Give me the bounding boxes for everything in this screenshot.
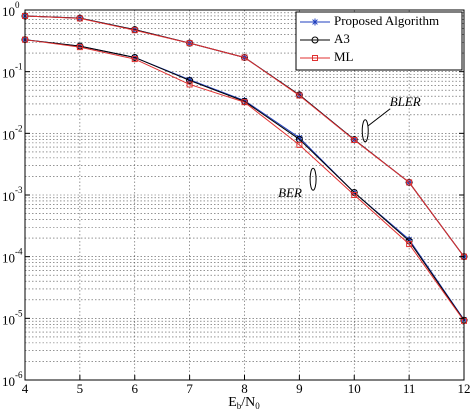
y-tick-label: 10-6 [2,370,23,389]
legend-label: ML [334,49,354,64]
marker [351,136,358,143]
marker [296,141,303,148]
series-line [24,39,465,321]
marker [241,97,248,105]
series-line [24,39,465,322]
legend-label: Proposed Algorithm [334,13,439,28]
y-tick-base: 10 [2,374,15,389]
marker [296,92,303,99]
marker [405,235,413,243]
marker [406,179,413,186]
x-label-part: E [228,395,237,410]
legend-marker [312,55,318,61]
annotation-leader [367,108,391,127]
marker [186,76,194,84]
x-tick-label: 10 [348,381,361,396]
marker [406,241,413,248]
y-tick-exponent: -2 [15,123,23,133]
x-tick-label: 11 [403,381,416,396]
legend-marker [311,36,319,44]
y-tick-label: 10-3 [2,185,23,204]
x-label-part: /N [241,395,255,410]
y-tick-exponent: -4 [15,247,23,257]
y-tick-base: 10 [2,312,15,327]
y-tick-base: 10 [2,127,15,142]
marker [186,40,193,47]
annotation-ellipse [361,119,369,143]
lines [21,12,468,324]
x-tick-label: 7 [186,381,193,396]
y-tick-exponent: -5 [15,308,23,318]
y-tick-exponent: -3 [15,185,23,195]
series-line [24,15,465,257]
marker [295,134,303,142]
annotation-ellipse [309,167,317,191]
y-tick-base: 10 [2,4,15,19]
y-tick-exponent: -6 [15,370,23,380]
x-tick-label: 5 [77,381,84,396]
y-tick-label: 10-4 [2,247,23,266]
y-tick-label: 10-2 [2,123,23,142]
y-tick-exponent: 0 [15,0,20,10]
series-line [24,39,465,320]
x-label-sub: b [237,401,242,411]
marker [186,76,194,84]
legend-marker [311,18,319,26]
x-tick-label: 12 [458,381,471,396]
marker [186,81,193,88]
x-label-sub: 0 [255,401,260,411]
legend-label: A3 [334,31,350,46]
y-tick-base: 10 [2,251,15,266]
marker [76,15,83,22]
marker [131,56,138,63]
annotation: BER [278,185,302,200]
y-tick-base: 10 [2,66,15,81]
y-tick-label: 100 [2,0,20,19]
y-tick-exponent: -1 [15,62,23,72]
x-tick-label: 6 [132,381,139,396]
x-tick-label: 8 [241,381,248,396]
y-tick-label: 10-5 [2,308,23,327]
marker [351,192,358,198]
x-tick-label: 4 [22,381,29,396]
marker [241,54,248,61]
y-tick-label: 10-1 [2,62,23,81]
marker [241,99,248,106]
x-tick-label: 9 [296,381,303,396]
x-axis-label: Eb/N0 [228,395,260,411]
marker [131,27,138,34]
y-tick-base: 10 [2,189,15,204]
marker [76,44,83,51]
annotation: BLER [390,94,421,109]
